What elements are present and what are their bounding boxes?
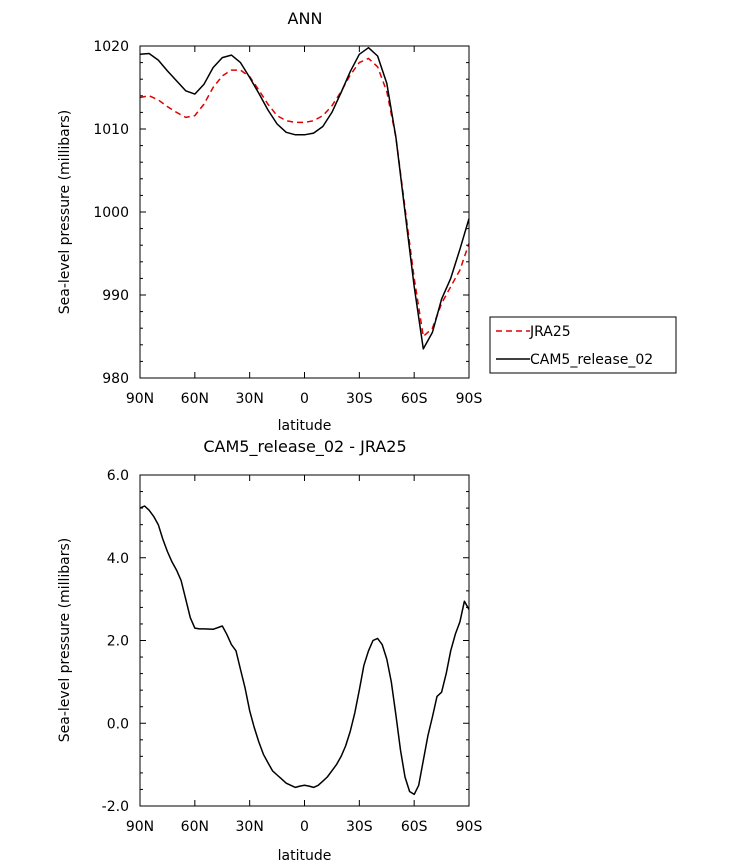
series-line-cam5-release-02 xyxy=(139,46,470,350)
y-tick-label: 1000 xyxy=(93,205,129,221)
top-panel: ANN 90N 60N 30N 0 30S 60S 90S 980 990 1000 1010 102… xyxy=(57,9,677,434)
y-tick-label: 0.0 xyxy=(107,716,129,732)
series-line-jra25 xyxy=(139,57,470,338)
legend-label-cam5: CAM5_release_02 xyxy=(530,352,653,368)
top-plot-data xyxy=(139,46,470,350)
bottom-title: CAM5_release_02 - JRA25 xyxy=(203,437,406,457)
y-tick-label: 990 xyxy=(102,288,129,304)
legend-box xyxy=(489,316,677,374)
top-y-axis-label: Sea-level pressure (millibars) xyxy=(57,110,73,314)
y-tick-label: 2.0 xyxy=(107,634,129,650)
y-tick-label: 1010 xyxy=(93,122,129,138)
x-tick-label: 90S xyxy=(456,391,483,407)
bottom-panel: CAM5_release_02 - JRA25 90N 60N 30N 0 30S 60S… xyxy=(57,437,482,864)
top-x-axis-label: latitude xyxy=(278,418,332,434)
bottom-axes: 90N 60N 30N 0 30S 60S 90S -2.0 0.0 2.0 4.0 6.0 xyxy=(102,468,483,835)
bottom-plot-frame xyxy=(139,474,470,807)
y-tick-label: 4.0 xyxy=(107,551,129,567)
legend: JRA25 CAM5_release_02 xyxy=(489,316,677,374)
bottom-plot-data xyxy=(139,505,470,796)
x-tick-label: 60S xyxy=(401,819,428,835)
x-tick-label: 90N xyxy=(126,819,154,835)
x-tick-label: 90N xyxy=(126,391,154,407)
bottom-y-axis-label: Sea-level pressure (millibars) xyxy=(57,538,73,742)
x-tick-label: 0 xyxy=(300,819,309,835)
x-tick-label: 90S xyxy=(456,819,483,835)
x-tick-label: 60S xyxy=(401,391,428,407)
y-tick-label: 6.0 xyxy=(107,468,129,484)
legend-label-jra25: JRA25 xyxy=(529,324,571,340)
bottom-x-axis-label: latitude xyxy=(278,848,332,864)
top-axes: 90N 60N 30N 0 30S 60S 90S 980 990 1000 1010 1020 xyxy=(93,39,482,407)
y-tick-label: 1020 xyxy=(93,39,129,55)
x-tick-label: 60N xyxy=(181,819,209,835)
x-tick-label: 0 xyxy=(300,391,309,407)
x-tick-label: 60N xyxy=(181,391,209,407)
top-title: ANN xyxy=(288,9,323,28)
x-tick-label: 30S xyxy=(346,819,373,835)
series-line-difference xyxy=(139,505,470,796)
y-tick-label: -2.0 xyxy=(102,799,129,815)
y-tick-label: 980 xyxy=(102,371,129,387)
x-tick-label: 30S xyxy=(346,391,373,407)
x-tick-label: 30N xyxy=(236,391,264,407)
x-tick-label: 30N xyxy=(236,819,264,835)
